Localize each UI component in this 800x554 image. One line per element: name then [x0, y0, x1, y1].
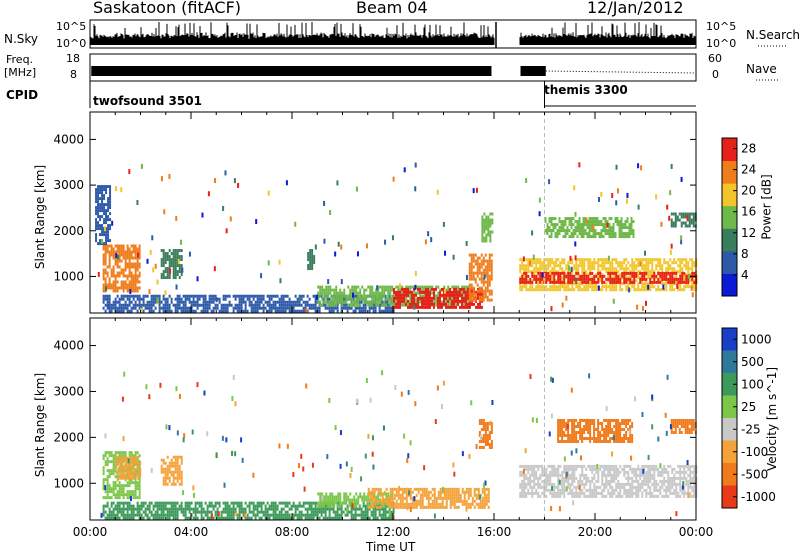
velocity-ytick-label-3000: 3000: [53, 384, 84, 398]
power-echo-region-2: [160, 249, 183, 280]
velocity-echo-region-7: [519, 464, 698, 498]
velocity-colorbar-seg-v-2: [722, 373, 737, 396]
nave-tick-60: 60: [708, 52, 722, 65]
xtick-label-5: 20:00: [578, 525, 613, 539]
nsearch-label: N.Search: [746, 28, 800, 42]
freq-tick-8: 8: [70, 68, 77, 81]
xtick-label-0: 00:00: [73, 525, 108, 539]
cpid-mode-1: twofsound 3501: [93, 94, 202, 108]
noise-trace: [89, 22, 696, 45]
power-colorbar-seg-2: [722, 228, 737, 252]
power-ytick-label-1000: 1000: [53, 269, 84, 283]
nave-trace: [545, 70, 697, 74]
velocity-ytick-label-4000: 4000: [53, 339, 84, 353]
xtick-label-2: 08:00: [275, 525, 310, 539]
power-echo-region-10: [519, 271, 698, 284]
station-title: Saskatoon (fitACF): [93, 0, 242, 17]
velocity-colorbar-seg-v-1: [722, 350, 737, 374]
power-colorbar-ticklabel-5: 24: [741, 163, 756, 177]
velocity-ytick-label-1000: 1000: [53, 476, 84, 490]
power-colorbar-ticklabel-6: 28: [741, 142, 756, 156]
velocity-echo-region-1: [115, 455, 142, 480]
velocity-colorbar-ticklabel-1: 500: [741, 355, 764, 369]
freq-tick-18: 18: [66, 52, 80, 65]
velocity-echo-region-4: [317, 492, 394, 508]
freq-label: Freq.: [6, 53, 34, 66]
xtick-label-3: 12:00: [376, 525, 411, 539]
freq-trace-2: [520, 66, 546, 76]
velocity-scatter-speckle: [100, 370, 690, 520]
velocity-colorbar-ticklabel-4: -25: [741, 422, 761, 436]
power-echo-region-0: [102, 244, 141, 293]
velocity-colorbar-ticklabel-2: 100: [741, 377, 764, 391]
cpid-label: CPID: [6, 88, 39, 102]
power-echo-region-3: [307, 249, 316, 271]
nave-tick-0: 0: [712, 68, 719, 81]
xaxis-title: Time UT: [366, 540, 416, 554]
nsearch-axis-top: 10^5: [706, 20, 737, 33]
power-scatter-speckle: [97, 162, 694, 314]
xtick-label-6: 00:00: [679, 525, 714, 539]
nsearch-axis-bottom: 10^0: [706, 37, 737, 50]
power-colorbar-ticklabel-1: 8: [741, 247, 749, 261]
cpid-mode-2: themis 3300: [544, 83, 628, 97]
power-colorbar-seg-0: [722, 273, 737, 297]
power-colorbar-seg-4: [722, 183, 737, 207]
velocity-colorbar-seg-v-0: [722, 328, 737, 351]
power-colorbar-ticklabel-2: 12: [741, 226, 756, 240]
date-title: 12/Jan/2012: [587, 0, 684, 17]
power-colorbar-ticklabel-0: 4: [741, 268, 749, 282]
velocity-colorbar-seg-v-4: [722, 418, 737, 441]
power-echo-region-7: [468, 253, 493, 302]
power-ytick-label-3000: 3000: [53, 178, 84, 192]
freq-trace-1: [91, 66, 492, 76]
power-echo-region-12: [670, 212, 697, 228]
velocity-echo-region-3: [102, 501, 395, 520]
velocity-colorbar-ticklabel-0: 1000: [741, 332, 772, 346]
velocity-colorbar-seg-v-7: [722, 485, 737, 509]
beam-title: Beam 04: [356, 0, 428, 17]
freq-frame: [89, 53, 697, 82]
velocity-echo-region-8: [557, 419, 634, 443]
velocity-echo-region-9: [670, 419, 697, 434]
velocity-colorbar-seg-v-3: [722, 395, 737, 419]
velocity-colorbar-ticklabel-3: 25: [741, 400, 756, 414]
velocity-colorbar-ticklabel-7: -1000: [741, 490, 776, 504]
power-colorbar-seg-1: [722, 250, 737, 274]
velocity-colorbar-frame: [721, 327, 738, 509]
power-ytick-label-4000: 4000: [53, 132, 84, 146]
power-colorbar-seg-3: [722, 205, 737, 229]
noise-axis-top: 10^5: [56, 20, 87, 33]
power-colorbar-ticklabel-4: 20: [741, 184, 756, 198]
power-colorbar-ticklabel-3: 16: [741, 205, 756, 219]
noise-axis-bottom: 10^0: [56, 37, 87, 50]
nave-label: Nave: [746, 62, 777, 76]
velocity-colorbar-seg-v-5: [722, 440, 737, 464]
xtick-label-1: 04:00: [174, 525, 209, 539]
power-echo-region-8: [481, 212, 494, 243]
power-echo-region-11: [544, 217, 635, 239]
velocity-colorbar-ticklabel-6: -500: [741, 467, 768, 481]
power-colorbar-seg-5: [722, 160, 737, 184]
velocity-echo-region-2: [160, 455, 183, 486]
velocity-echo-region-5: [367, 487, 490, 509]
power-colorbar-seg-6: [722, 138, 737, 162]
velocity-colorbar-ticklabel-5: -100: [741, 445, 768, 459]
power-ytick-label-2000: 2000: [53, 224, 84, 238]
velocity-colorbar-seg-v-6: [722, 463, 737, 486]
xtick-label-4: 16:00: [477, 525, 512, 539]
nsky-label: N.Sky: [4, 32, 39, 46]
velocity-ytick-label-2000: 2000: [53, 430, 84, 444]
power-colorbar-frame: [721, 137, 738, 297]
mhz-label: [MHz]: [4, 66, 37, 79]
noise-frame: [89, 19, 697, 49]
